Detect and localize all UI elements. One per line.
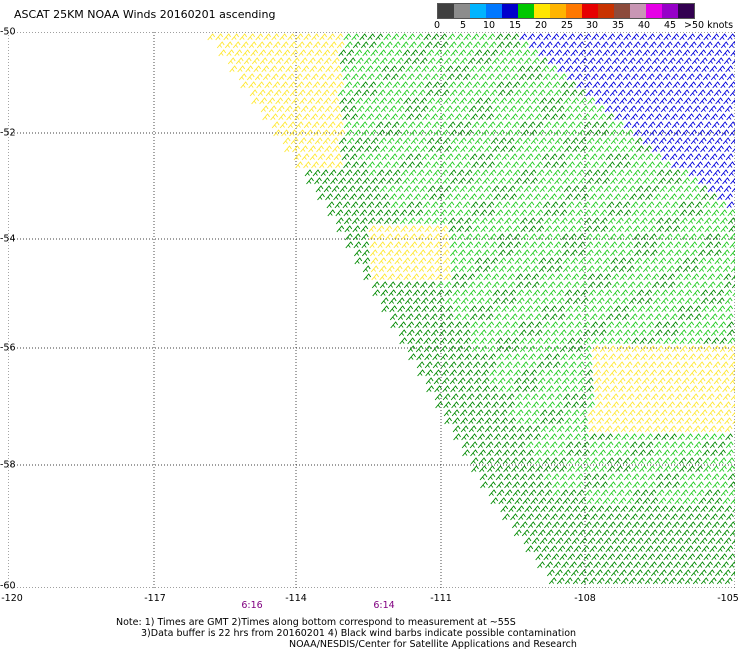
note-line-1: Note: 1) Times are GMT 2)Times along bot… bbox=[116, 617, 516, 628]
legend-swatch-7 bbox=[550, 4, 566, 18]
legend-label-25: 25 bbox=[560, 20, 574, 31]
legend-swatch-9 bbox=[582, 4, 598, 18]
note-line-2: 3)Data buffer is 22 hrs from 20160201 4)… bbox=[141, 628, 577, 639]
legend-swatch-11 bbox=[614, 4, 630, 18]
lat-label-50: -50 bbox=[0, 26, 16, 38]
lat-label-56: -56 bbox=[0, 342, 16, 354]
legend-label-20: 20 bbox=[534, 20, 548, 31]
legend-label-15: 15 bbox=[508, 20, 522, 31]
legend-label-5: 5 bbox=[459, 20, 467, 31]
note-line-3: NOAA/NESDIS/Center for Satellite Applica… bbox=[289, 639, 577, 650]
legend-label-10: 10 bbox=[482, 20, 496, 31]
legend-swatch-15 bbox=[678, 4, 694, 18]
legend-swatch-6 bbox=[534, 4, 550, 18]
legend-label-35: 35 bbox=[611, 20, 625, 31]
legend-swatch-0 bbox=[438, 4, 454, 18]
legend-swatch-4 bbox=[502, 4, 518, 18]
lon-label-105: -105 bbox=[717, 593, 739, 604]
lon-label-120: -120 bbox=[1, 593, 23, 604]
legend-swatch-5 bbox=[518, 4, 534, 18]
legend-label-45: 45 bbox=[663, 20, 677, 31]
lon-label-114: -114 bbox=[285, 593, 307, 604]
legend-swatch-13 bbox=[646, 4, 662, 18]
legend-label-50: >50 knots bbox=[684, 20, 734, 31]
map-title: ASCAT 25KM NOAA Winds 20160201 ascending bbox=[14, 8, 276, 21]
legend-label-30: 30 bbox=[585, 20, 599, 31]
wind-speed-legend: 0 5 10 15 20 25 30 35 40 45 >50 knots bbox=[433, 3, 733, 33]
legend-swatch-1 bbox=[454, 4, 470, 18]
legend-swatch-8 bbox=[566, 4, 582, 18]
legend-label-40: 40 bbox=[637, 20, 651, 31]
lat-label-52: -52 bbox=[0, 127, 16, 139]
legend-swatch-2 bbox=[470, 4, 486, 18]
lon-label-111: -111 bbox=[430, 593, 452, 604]
wind-barbs bbox=[207, 33, 735, 585]
legend-colorbar bbox=[437, 3, 695, 19]
grid-lines bbox=[8, 32, 735, 588]
time-label-614: 6:14 bbox=[373, 600, 395, 611]
lat-label-54: -54 bbox=[0, 233, 16, 245]
lat-label-60: -60 bbox=[0, 580, 16, 592]
lat-label-58: -58 bbox=[0, 459, 16, 471]
legend-label-0: 0 bbox=[433, 20, 441, 31]
legend-swatch-12 bbox=[630, 4, 646, 18]
lon-label-108: -108 bbox=[574, 593, 596, 604]
wind-map bbox=[8, 32, 735, 588]
legend-swatch-10 bbox=[598, 4, 614, 18]
legend-swatch-3 bbox=[486, 4, 502, 18]
lon-label-117: -117 bbox=[144, 593, 166, 604]
legend-swatch-14 bbox=[662, 4, 678, 18]
time-label-616: 6:16 bbox=[241, 600, 263, 611]
